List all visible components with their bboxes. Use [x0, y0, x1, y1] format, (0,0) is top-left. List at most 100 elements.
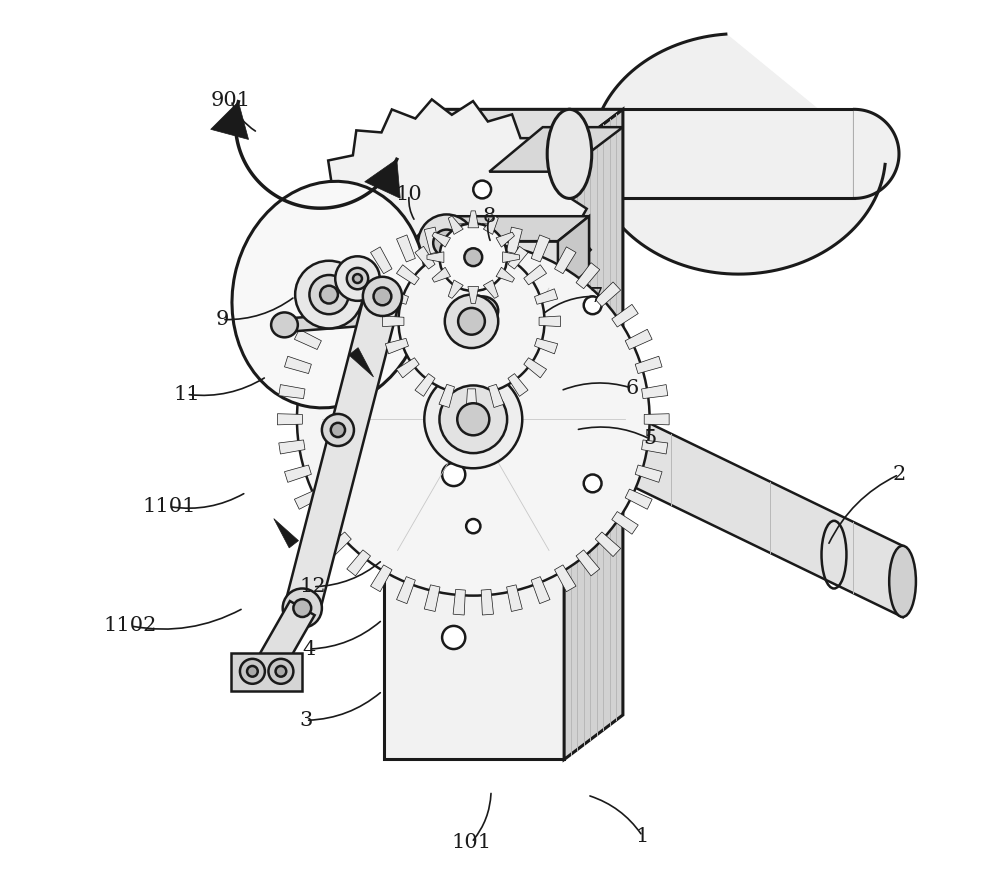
Polygon shape — [524, 358, 547, 378]
Polygon shape — [496, 268, 514, 282]
Circle shape — [297, 243, 650, 596]
Polygon shape — [508, 246, 528, 269]
Text: 8: 8 — [483, 207, 496, 226]
Polygon shape — [439, 384, 454, 408]
Polygon shape — [284, 303, 482, 332]
Polygon shape — [595, 532, 621, 557]
Polygon shape — [415, 374, 435, 396]
Circle shape — [322, 414, 354, 446]
Polygon shape — [612, 511, 638, 534]
Circle shape — [240, 659, 265, 684]
Circle shape — [374, 287, 391, 305]
Text: 6: 6 — [625, 378, 638, 398]
Circle shape — [442, 463, 465, 486]
Ellipse shape — [547, 110, 592, 198]
Polygon shape — [508, 374, 528, 396]
Polygon shape — [371, 565, 392, 591]
Circle shape — [439, 385, 507, 453]
Polygon shape — [384, 110, 623, 154]
Polygon shape — [415, 246, 435, 269]
Circle shape — [320, 285, 338, 303]
Polygon shape — [483, 280, 498, 298]
Polygon shape — [612, 304, 638, 327]
Polygon shape — [642, 440, 668, 454]
Circle shape — [276, 666, 286, 677]
Polygon shape — [854, 110, 899, 198]
Polygon shape — [397, 576, 415, 604]
Ellipse shape — [889, 546, 916, 617]
Polygon shape — [489, 384, 504, 408]
Polygon shape — [385, 338, 408, 354]
Polygon shape — [489, 235, 504, 259]
Polygon shape — [349, 348, 374, 377]
Polygon shape — [385, 289, 408, 304]
Polygon shape — [535, 338, 558, 354]
Polygon shape — [569, 110, 854, 198]
Text: 101: 101 — [451, 833, 492, 852]
Text: 4: 4 — [302, 640, 315, 658]
Circle shape — [363, 277, 402, 316]
Circle shape — [473, 180, 491, 198]
Text: 12: 12 — [300, 577, 326, 596]
Polygon shape — [531, 235, 550, 262]
Polygon shape — [625, 489, 652, 509]
Circle shape — [247, 666, 258, 677]
Polygon shape — [576, 549, 600, 576]
Polygon shape — [427, 252, 444, 262]
Circle shape — [309, 275, 349, 314]
Polygon shape — [432, 232, 451, 247]
Polygon shape — [302, 99, 591, 357]
Polygon shape — [453, 590, 465, 615]
Ellipse shape — [271, 312, 298, 337]
Ellipse shape — [552, 110, 587, 198]
Polygon shape — [592, 34, 885, 274]
Polygon shape — [564, 110, 623, 759]
Text: 5: 5 — [643, 429, 656, 449]
Circle shape — [584, 475, 602, 492]
Text: 10: 10 — [396, 186, 423, 204]
Polygon shape — [284, 465, 311, 483]
Polygon shape — [531, 576, 550, 604]
Text: 7: 7 — [590, 287, 603, 306]
Polygon shape — [625, 329, 652, 350]
Text: 9: 9 — [215, 310, 229, 329]
Ellipse shape — [232, 181, 426, 408]
Circle shape — [458, 308, 485, 334]
Polygon shape — [489, 128, 623, 171]
Ellipse shape — [466, 296, 498, 325]
Circle shape — [353, 274, 362, 283]
Polygon shape — [453, 224, 465, 249]
Polygon shape — [555, 247, 576, 274]
Polygon shape — [496, 232, 514, 247]
Polygon shape — [277, 414, 302, 425]
Circle shape — [331, 423, 345, 437]
Circle shape — [584, 296, 602, 314]
Polygon shape — [347, 549, 371, 576]
Circle shape — [268, 659, 293, 684]
Polygon shape — [432, 268, 451, 282]
Polygon shape — [284, 356, 311, 374]
Polygon shape — [294, 489, 321, 509]
Polygon shape — [231, 653, 302, 691]
Polygon shape — [347, 262, 371, 289]
Polygon shape — [558, 216, 589, 296]
Polygon shape — [308, 304, 335, 327]
Polygon shape — [211, 102, 249, 139]
Polygon shape — [576, 262, 600, 289]
Polygon shape — [503, 252, 520, 262]
Circle shape — [335, 256, 380, 301]
Polygon shape — [411, 241, 558, 296]
Polygon shape — [383, 316, 404, 326]
Polygon shape — [481, 590, 493, 615]
Polygon shape — [448, 216, 463, 235]
Circle shape — [283, 589, 322, 628]
Polygon shape — [279, 440, 305, 454]
Circle shape — [347, 268, 368, 289]
Text: 1: 1 — [636, 827, 649, 846]
Circle shape — [445, 294, 498, 348]
Polygon shape — [571, 385, 903, 617]
Text: 1101: 1101 — [142, 497, 195, 516]
Polygon shape — [285, 292, 400, 613]
Circle shape — [433, 229, 460, 256]
Polygon shape — [326, 532, 351, 557]
